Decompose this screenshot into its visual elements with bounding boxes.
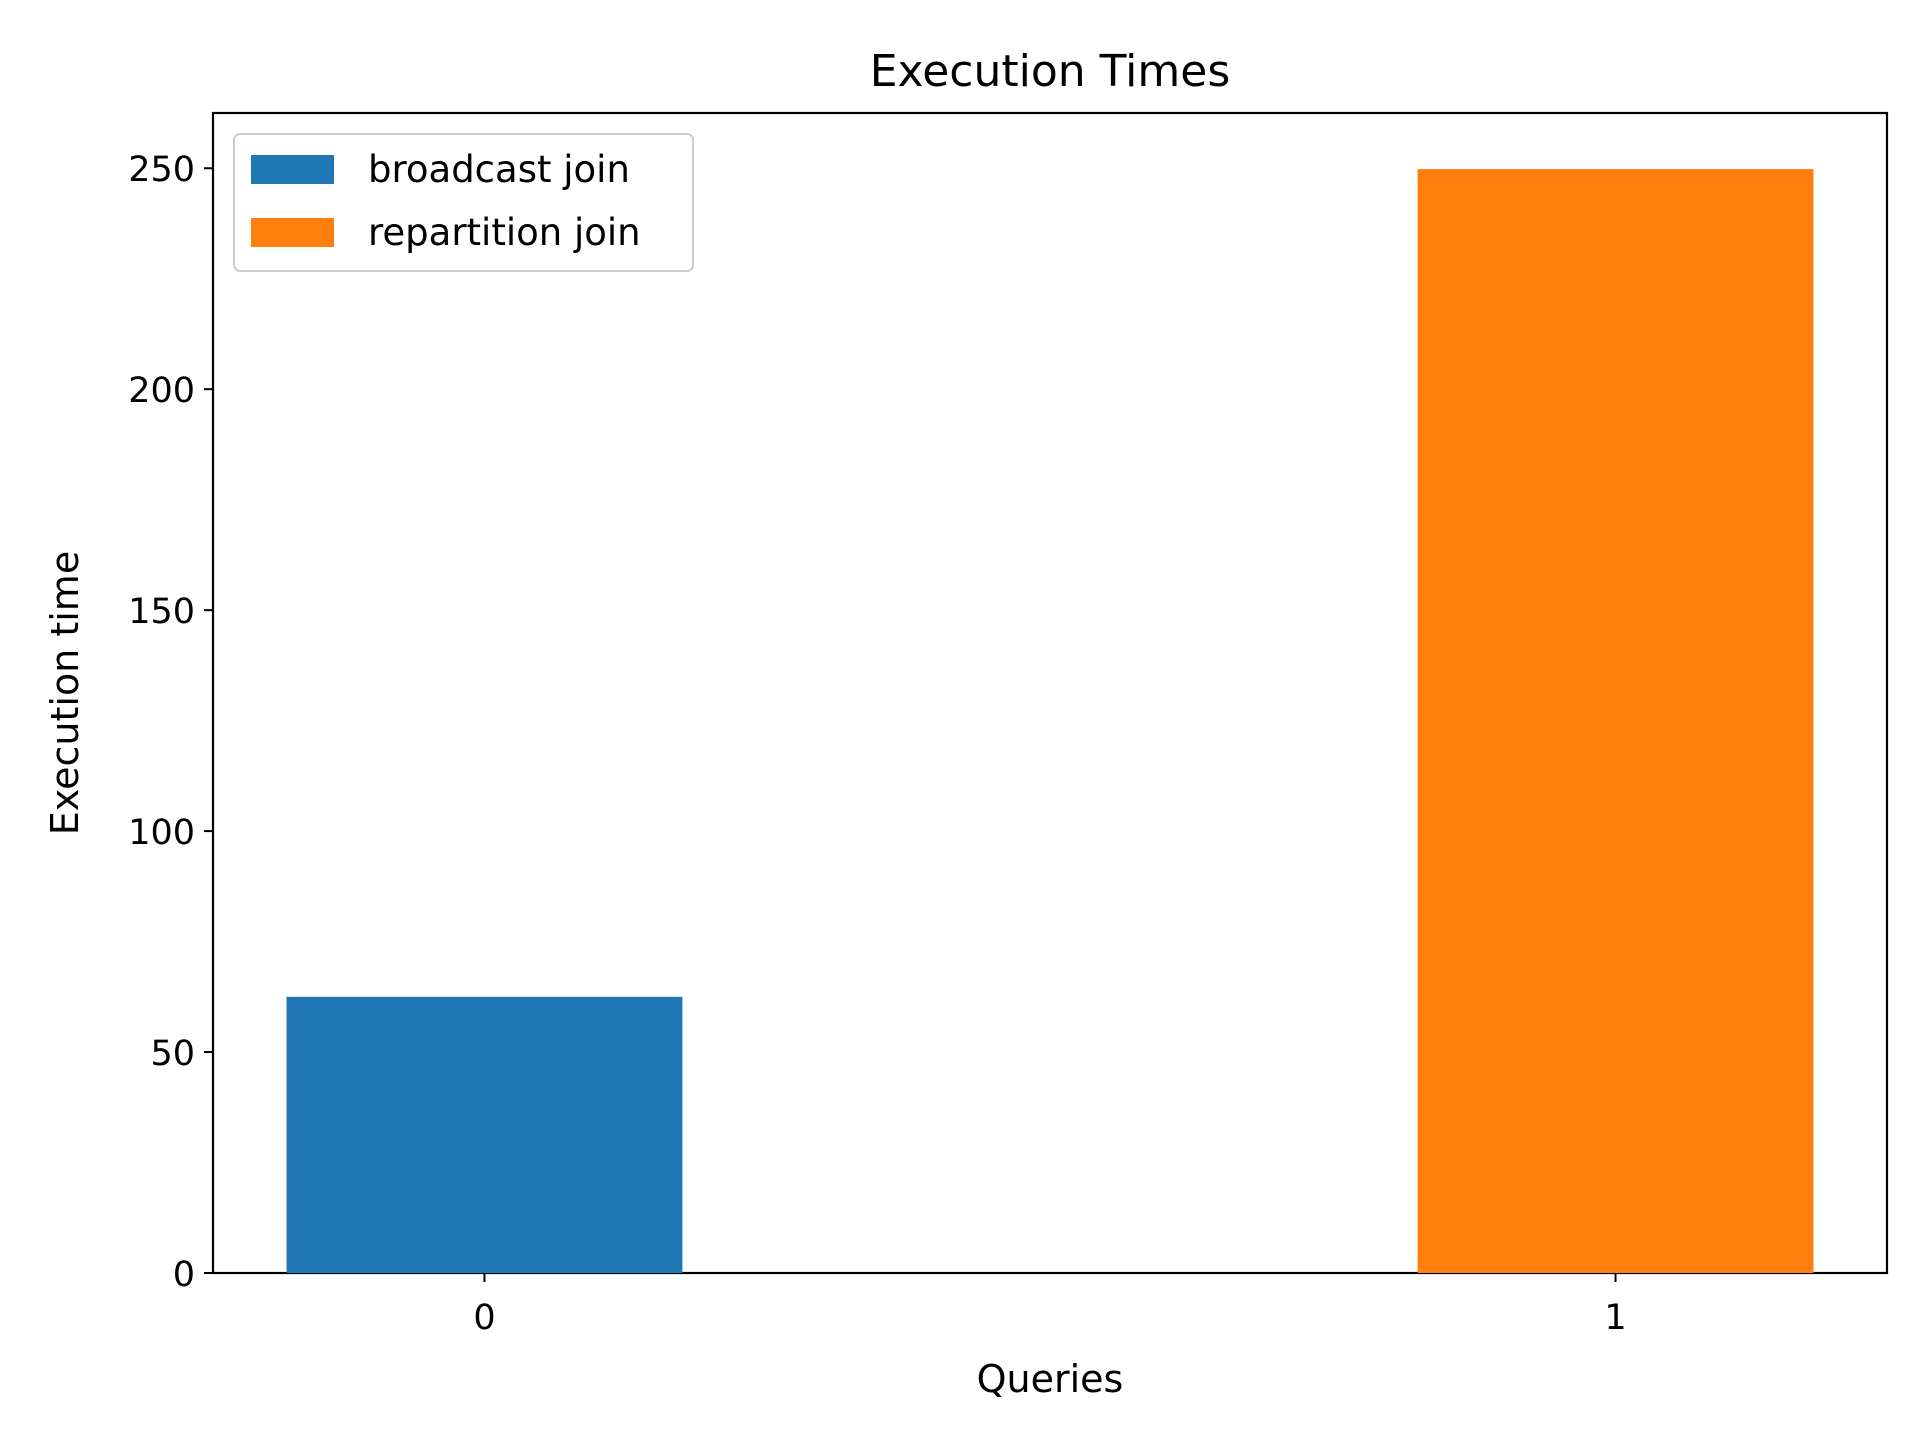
- y-tick-label: 150: [128, 592, 195, 632]
- y-tick-label: 100: [128, 813, 195, 853]
- legend-swatch: [251, 218, 334, 247]
- y-tick-label: 0: [173, 1255, 195, 1295]
- legend-label: repartition join: [368, 211, 641, 254]
- chart-title: Execution Times: [870, 46, 1231, 97]
- y-tick-label: 50: [150, 1034, 195, 1074]
- plot-area: [211, 111, 1889, 1275]
- legend-swatch: [251, 155, 334, 184]
- y-tick-label: 250: [128, 150, 195, 190]
- y-tick-label: 200: [128, 371, 195, 411]
- y-axis-label: Execution time: [43, 551, 87, 835]
- legend-label: broadcast join: [368, 148, 630, 191]
- legend-box: [233, 133, 694, 272]
- bar-broadcast-join: [286, 996, 683, 1273]
- legend-entries: broadcast join repartition join: [251, 148, 641, 254]
- x-tick-label: 1: [1604, 1298, 1626, 1338]
- bars-group: [286, 169, 1814, 1273]
- x-tick-label: 0: [473, 1298, 495, 1338]
- legend: broadcast join repartition join: [233, 133, 694, 272]
- x-axis-label: Queries: [977, 1357, 1124, 1401]
- bar-repartition-join: [1417, 169, 1814, 1273]
- y-axis-ticks: 0 50 100 150 200 250: [128, 150, 213, 1295]
